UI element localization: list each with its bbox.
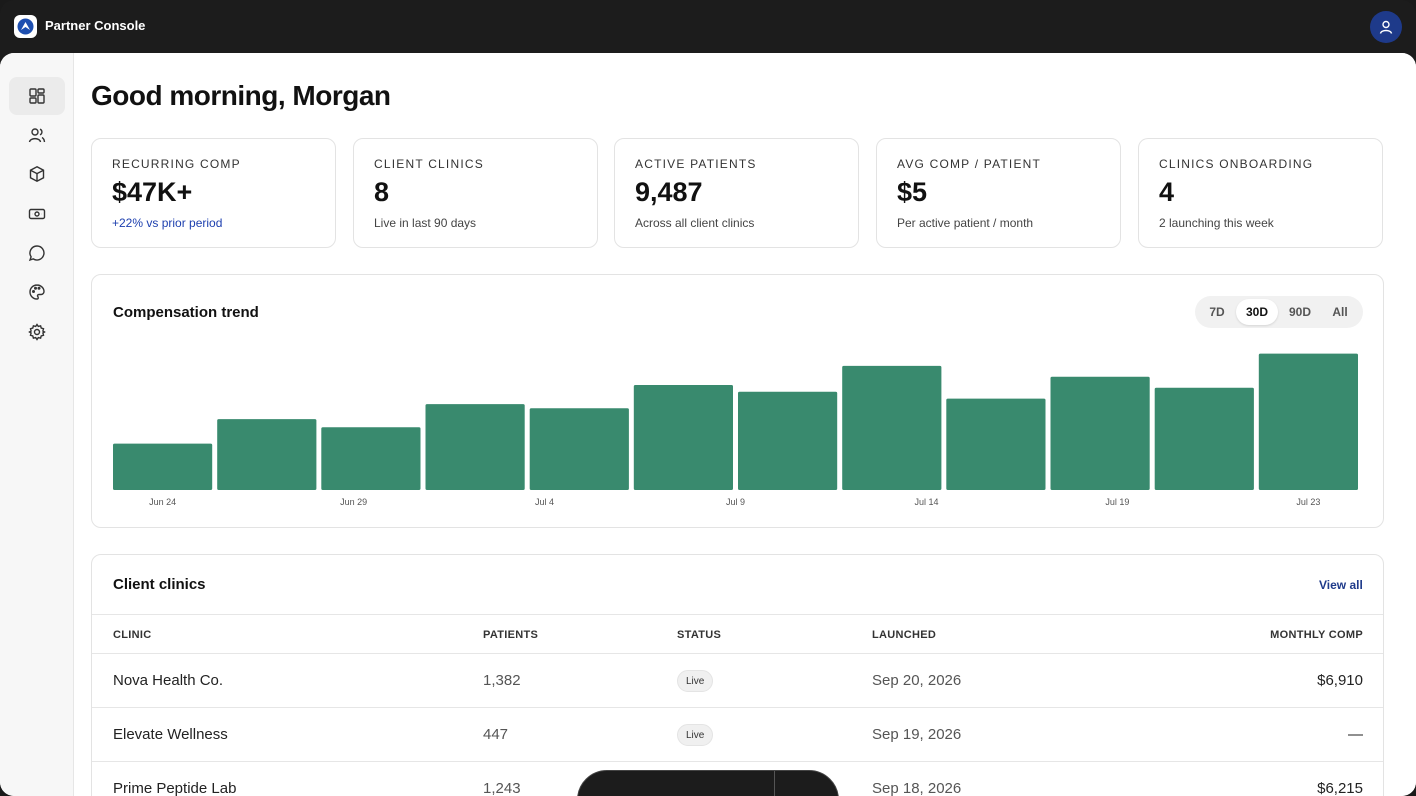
table-row[interactable]: Prime Peptide Lab 1,243 Sep 18, 2026 $6,… xyxy=(92,762,1383,796)
monthly-comp: $6,910 xyxy=(1317,672,1363,689)
monthly-comp: $6,215 xyxy=(1317,780,1363,796)
patients-count: 1,382 xyxy=(483,672,521,689)
app-logo-icon[interactable] xyxy=(14,15,37,38)
launched-date: Sep 18, 2026 xyxy=(872,780,962,796)
stat-label: CLIENT CLINICS xyxy=(374,157,484,171)
stat-value: $5 xyxy=(897,177,928,207)
user-avatar-icon[interactable] xyxy=(1370,11,1402,43)
stat-value: 4 xyxy=(1159,177,1175,207)
stat-card-recurring-comp[interactable]: RECURRING COMP $47K+ +22% vs prior perio… xyxy=(91,138,336,248)
compensation-bar-chart: Jun 24 Jun 29 Jul 4 Jul 9 Jul 14 Jul 19 Jul 23 xyxy=(113,353,1358,507)
top-bar: Partner Console xyxy=(0,0,1416,53)
clinic-name: Elevate Wellness xyxy=(113,726,228,743)
x-tick-label: Jul 19 xyxy=(1105,497,1129,507)
x-tick-label: Jun 24 xyxy=(149,497,176,507)
box-icon[interactable] xyxy=(9,155,65,193)
compensation-chart-card: Compensation trend 7D 30D 90D All Jun 24… xyxy=(91,274,1384,528)
monthly-comp: — xyxy=(1348,726,1363,743)
stat-subtext: 2 launching this week xyxy=(1159,216,1274,230)
launched-date: Sep 19, 2026 xyxy=(872,726,962,743)
chart-bar[interactable] xyxy=(1258,353,1358,490)
table-header: CLINIC PATIENTS STATUS LAUNCHED MONTHLY … xyxy=(92,614,1383,654)
range-90d-button[interactable]: 90D xyxy=(1288,305,1311,319)
stat-value: 8 xyxy=(374,177,390,207)
patients-count: 1,243 xyxy=(483,780,521,796)
gear-icon[interactable] xyxy=(9,313,65,351)
money-icon[interactable] xyxy=(9,195,65,233)
range-all-button[interactable]: All xyxy=(1332,305,1348,319)
column-header-launched[interactable]: LAUNCHED xyxy=(872,629,937,641)
chart-title: Compensation trend xyxy=(113,304,259,321)
stat-value: 9,487 xyxy=(635,177,703,207)
status-badge: Live xyxy=(677,670,714,692)
stat-label: AVG COMP / PATIENT xyxy=(897,157,1042,171)
chart-bar[interactable] xyxy=(842,365,942,490)
patients-count: 447 xyxy=(483,726,509,743)
column-header-monthly-comp[interactable]: MONTHLY COMP xyxy=(1270,629,1363,641)
status-badge: Live xyxy=(677,724,714,746)
column-header-patients[interactable]: PATIENTS xyxy=(483,629,539,641)
palette-icon[interactable] xyxy=(9,273,65,311)
users-icon[interactable] xyxy=(9,116,65,154)
x-tick-label: Jul 14 xyxy=(914,497,938,507)
stat-label: CLINICS ONBOARDING xyxy=(1159,157,1314,171)
stat-subtext: +22% vs prior period xyxy=(112,216,223,230)
chart-bar[interactable] xyxy=(425,404,525,490)
sidebar xyxy=(0,53,74,796)
range-7d-button[interactable]: 7D xyxy=(1209,305,1225,319)
dashboard-icon[interactable] xyxy=(9,77,65,115)
clinic-name: Nova Health Co. xyxy=(113,672,224,689)
table-row[interactable]: Nova Health Co. 1,382 Live Sep 20, 2026 … xyxy=(92,654,1383,708)
chat-icon[interactable] xyxy=(9,234,65,272)
range-30d-button[interactable]: 30D xyxy=(1236,299,1278,325)
x-tick-label: Jul 9 xyxy=(726,497,745,507)
stat-subtext: Live in last 90 days xyxy=(374,216,477,230)
x-tick-label: Jun 29 xyxy=(340,497,367,507)
stat-value: $47K+ xyxy=(112,177,193,207)
clinic-name: Prime Peptide Lab xyxy=(113,780,237,796)
chart-bar[interactable] xyxy=(738,391,838,490)
chart-bar[interactable] xyxy=(1050,376,1150,490)
stat-card-clinics-onboarding[interactable]: CLINICS ONBOARDING 4 2 launching this we… xyxy=(1138,138,1383,248)
x-tick-label: Jul 4 xyxy=(535,497,554,507)
launched-date: Sep 20, 2026 xyxy=(872,672,962,689)
stat-label: ACTIVE PATIENTS xyxy=(635,157,757,171)
chart-bar[interactable] xyxy=(1154,387,1254,490)
stat-subtext: Per active patient / month xyxy=(897,216,1034,230)
stat-card-client-clinics[interactable]: CLIENT CLINICS 8 Live in last 90 days xyxy=(353,138,598,248)
x-tick-label: Jul 23 xyxy=(1296,497,1320,507)
stat-card-active-patients[interactable]: ACTIVE PATIENTS 9,487 Across all client … xyxy=(614,138,859,248)
toolbar-divider xyxy=(774,771,775,796)
chart-bar[interactable] xyxy=(633,385,733,490)
range-selector: 7D 30D 90D All xyxy=(1195,296,1363,328)
chart-bar[interactable] xyxy=(946,398,1046,490)
page-title: Good morning, Morgan xyxy=(91,80,391,111)
chart-bar[interactable] xyxy=(529,408,629,490)
view-all-link[interactable]: View all xyxy=(1319,578,1363,592)
column-header-status[interactable]: STATUS xyxy=(677,629,722,641)
client-clinics-card: Client clinics View all CLINIC PATIENTS … xyxy=(91,554,1384,796)
app-title: Partner Console xyxy=(45,18,146,33)
column-header-clinic[interactable]: CLINIC xyxy=(113,629,152,641)
chart-bar[interactable] xyxy=(321,427,421,490)
stat-card-avg-comp[interactable]: AVG COMP / PATIENT $5 Per active patient… xyxy=(876,138,1121,248)
chart-bar[interactable] xyxy=(113,443,213,490)
stat-subtext: Across all client clinics xyxy=(635,216,755,230)
table-title: Client clinics xyxy=(113,576,206,593)
app-body: Good morning, Morgan RECURRING COMP $47K… xyxy=(0,53,1416,796)
main-content: Good morning, Morgan RECURRING COMP $47K… xyxy=(74,53,1416,796)
stat-label: RECURRING COMP xyxy=(112,157,241,171)
table-row[interactable]: Elevate Wellness 447 Live Sep 19, 2026 — xyxy=(92,708,1383,762)
chart-bar[interactable] xyxy=(217,419,317,490)
floating-toolbar[interactable] xyxy=(577,770,839,796)
